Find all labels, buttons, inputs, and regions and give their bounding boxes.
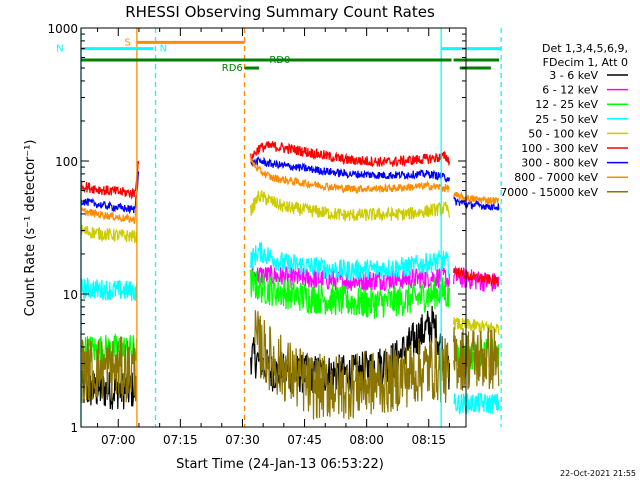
flag-label: N — [160, 44, 167, 55]
flag-label: RD6 — [222, 63, 243, 74]
series-segment — [250, 189, 450, 222]
footer-date: 22-Oct-2021 21:55 — [560, 469, 636, 478]
legend-entry-label: 100 - 300 keV — [521, 142, 598, 155]
x-axis-label: Start Time (24-Jan-13 06:53:22) — [176, 457, 384, 472]
series-segment — [80, 224, 138, 244]
legend-entry-label: 12 - 25 keV — [535, 98, 598, 111]
flag-label: RD0 — [269, 55, 290, 66]
series-segment — [250, 241, 450, 281]
y-axis-label: Count Rate (s⁻¹ detector⁻¹) — [23, 140, 38, 317]
flag-label: S — [124, 37, 130, 48]
legend-header-1: Det 1,3,4,5,6,9, — [542, 42, 628, 55]
series-layer — [80, 141, 500, 420]
legend: Det 1,3,4,5,6,9, FDecim 1, Att 0 3 - 6 k… — [500, 42, 628, 199]
series-segment — [250, 141, 450, 168]
series-segment — [453, 317, 500, 336]
legend-entry-label: 50 - 100 keV — [528, 127, 598, 140]
y-tick-label: 10 — [63, 288, 78, 302]
series-100-300-kev — [80, 141, 500, 287]
series-segment — [250, 158, 450, 195]
legend-header-2: FDecim 1, Att 0 — [543, 56, 628, 69]
ticks-layer: 1 10 100 1000 07:00 07:15 07:30 07:45 08:00 08:15 — [47, 22, 466, 447]
series-segment — [80, 171, 140, 215]
series-segment — [80, 160, 140, 200]
series-segment — [453, 391, 500, 415]
legend-entry-label: 25 - 50 keV — [535, 113, 598, 126]
series-segment — [80, 336, 138, 403]
legend-entry-label: 800 - 7000 keV — [514, 171, 598, 184]
x-tick-label: 07:15 — [163, 433, 198, 447]
y-tick-label: 1000 — [47, 22, 78, 36]
series-segment — [254, 310, 450, 420]
legend-entry-label: 6 - 12 keV — [542, 84, 598, 97]
series-segment — [453, 267, 500, 287]
legend-entry-label: 3 - 6 keV — [549, 69, 598, 82]
flag-label: N — [56, 44, 63, 55]
series-7000-15000-kev — [80, 310, 500, 420]
series-300-800-kev — [80, 156, 500, 215]
x-tick-label: 07:00 — [101, 433, 136, 447]
legend-entry-label: 300 - 800 keV — [521, 157, 598, 170]
x-tick-label: 08:00 — [349, 433, 384, 447]
series-segment — [250, 269, 450, 319]
series-25-50-kev — [80, 241, 500, 415]
series-50-100-kev — [80, 189, 500, 336]
series-segment — [453, 196, 500, 211]
x-tick-label: 07:45 — [287, 433, 322, 447]
series-segment — [250, 156, 450, 183]
series-segment — [80, 276, 138, 301]
x-tick-label: 08:15 — [411, 433, 446, 447]
y-tick-label: 100 — [55, 155, 78, 169]
series-segment — [80, 198, 138, 224]
series-segment — [453, 327, 500, 391]
plot-frame — [80, 27, 467, 428]
series-segment — [453, 191, 500, 206]
y-tick-label: 1 — [70, 421, 78, 435]
series-800-7000-kev — [80, 158, 500, 224]
x-tick-label: 07:30 — [225, 433, 260, 447]
chart-title: RHESSI Observing Summary Count Rates — [125, 3, 435, 21]
series-segment — [250, 265, 450, 293]
legend-entry-label: 7000 - 15000 keV — [500, 186, 598, 199]
